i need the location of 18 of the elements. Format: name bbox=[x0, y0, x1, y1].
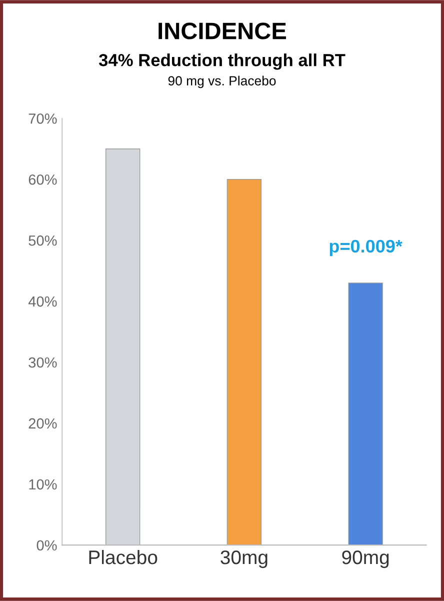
y-tick-label: 30% bbox=[28, 357, 57, 368]
chart-title: INCIDENCE bbox=[158, 22, 286, 40]
x-tick-label: 90mg bbox=[342, 550, 389, 568]
y-tick-label: 0% bbox=[36, 540, 57, 551]
bar bbox=[348, 282, 383, 546]
chart-subtitle: 34% Reduction through all RT bbox=[98, 54, 346, 70]
bar bbox=[226, 179, 262, 546]
x-tick-label: 30mg bbox=[220, 550, 268, 568]
y-tick-label: 20% bbox=[28, 418, 57, 429]
y-tick-label: 60% bbox=[28, 174, 57, 185]
annotation: p=0.009* bbox=[330, 240, 402, 256]
y-tick-label: 10% bbox=[29, 479, 57, 490]
x-tick-label: Placebo bbox=[89, 550, 158, 564]
bar bbox=[106, 148, 140, 546]
text: 90 mg vs. Placebo bbox=[168, 76, 276, 88]
y-tick-label: 70% bbox=[28, 114, 57, 124]
y-tick-label: 50% bbox=[28, 235, 57, 246]
y-tick-label: 40% bbox=[28, 296, 57, 307]
